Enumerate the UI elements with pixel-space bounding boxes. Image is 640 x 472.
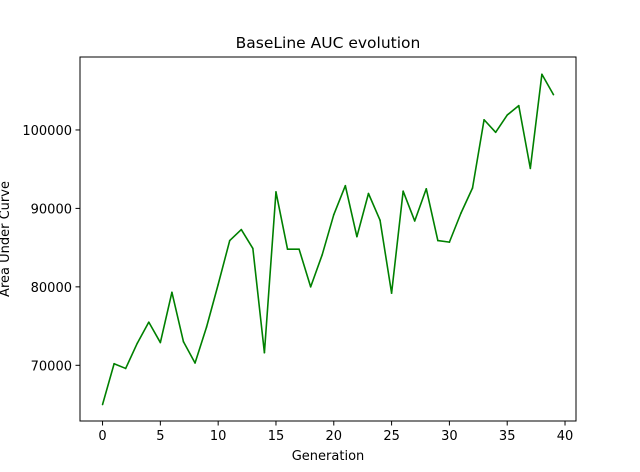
data-point [309,286,312,288]
data-point [124,367,127,370]
data-point [506,114,509,116]
data-point [286,248,289,250]
data-point [194,362,196,364]
plot-area [79,56,577,422]
data-point [425,187,428,190]
chart-title: BaseLine AUC evolution [236,34,421,52]
data-point [541,73,543,76]
x-tick-label: 5 [156,429,164,444]
data-point [136,342,139,345]
y-tick-label: 70000 [31,359,72,374]
series-layer [101,73,555,406]
data-point [171,291,173,294]
data-point [298,248,300,250]
series-line [101,73,555,405]
plot-frame [79,56,577,422]
x-tick-label: 30 [441,429,458,444]
data-point [182,340,185,343]
data-point [529,167,532,170]
data-point [321,253,324,256]
x-tick-label: 40 [557,429,574,444]
data-point [240,228,243,231]
data-point [471,187,474,189]
x-tick-label: 20 [326,429,343,444]
data-point [332,213,335,216]
data-point [252,247,254,250]
data-point [205,326,208,328]
data-point [263,351,266,354]
x-tick-label: 15 [268,429,285,444]
data-point [275,191,277,193]
data-point [552,93,555,96]
y-tick-label: 100000 [22,124,72,139]
data-point [483,118,485,121]
y-tick-label: 80000 [31,281,72,296]
x-tick-label: 35 [499,429,516,444]
data-point [159,341,162,344]
data-point [402,190,404,192]
x-tick-label: 0 [98,429,106,444]
data-point [390,292,393,294]
x-axis-label: Generation [292,449,365,464]
data-point [413,220,416,222]
data-point [494,131,497,134]
data-point [437,239,439,242]
x-tick-label: 25 [383,429,400,444]
x-tick-label: 10 [210,429,227,444]
data-point [101,403,104,406]
data-point [460,212,462,214]
y-axis-label: Area Under Curve [0,181,13,297]
y-tick-label: 90000 [31,202,72,217]
data-point [367,192,370,195]
y-axis: 70000 80000 90000 100000 [22,124,80,374]
data-point [113,362,115,365]
data-point [344,184,347,187]
data-point [379,219,381,221]
data-point [147,321,150,323]
data-point [217,283,219,286]
x-axis: 0 5 10 15 20 25 30 35 40 [98,421,573,444]
data-point [228,239,231,242]
data-point [356,235,358,238]
data-point [448,241,451,243]
data-point [517,104,520,107]
